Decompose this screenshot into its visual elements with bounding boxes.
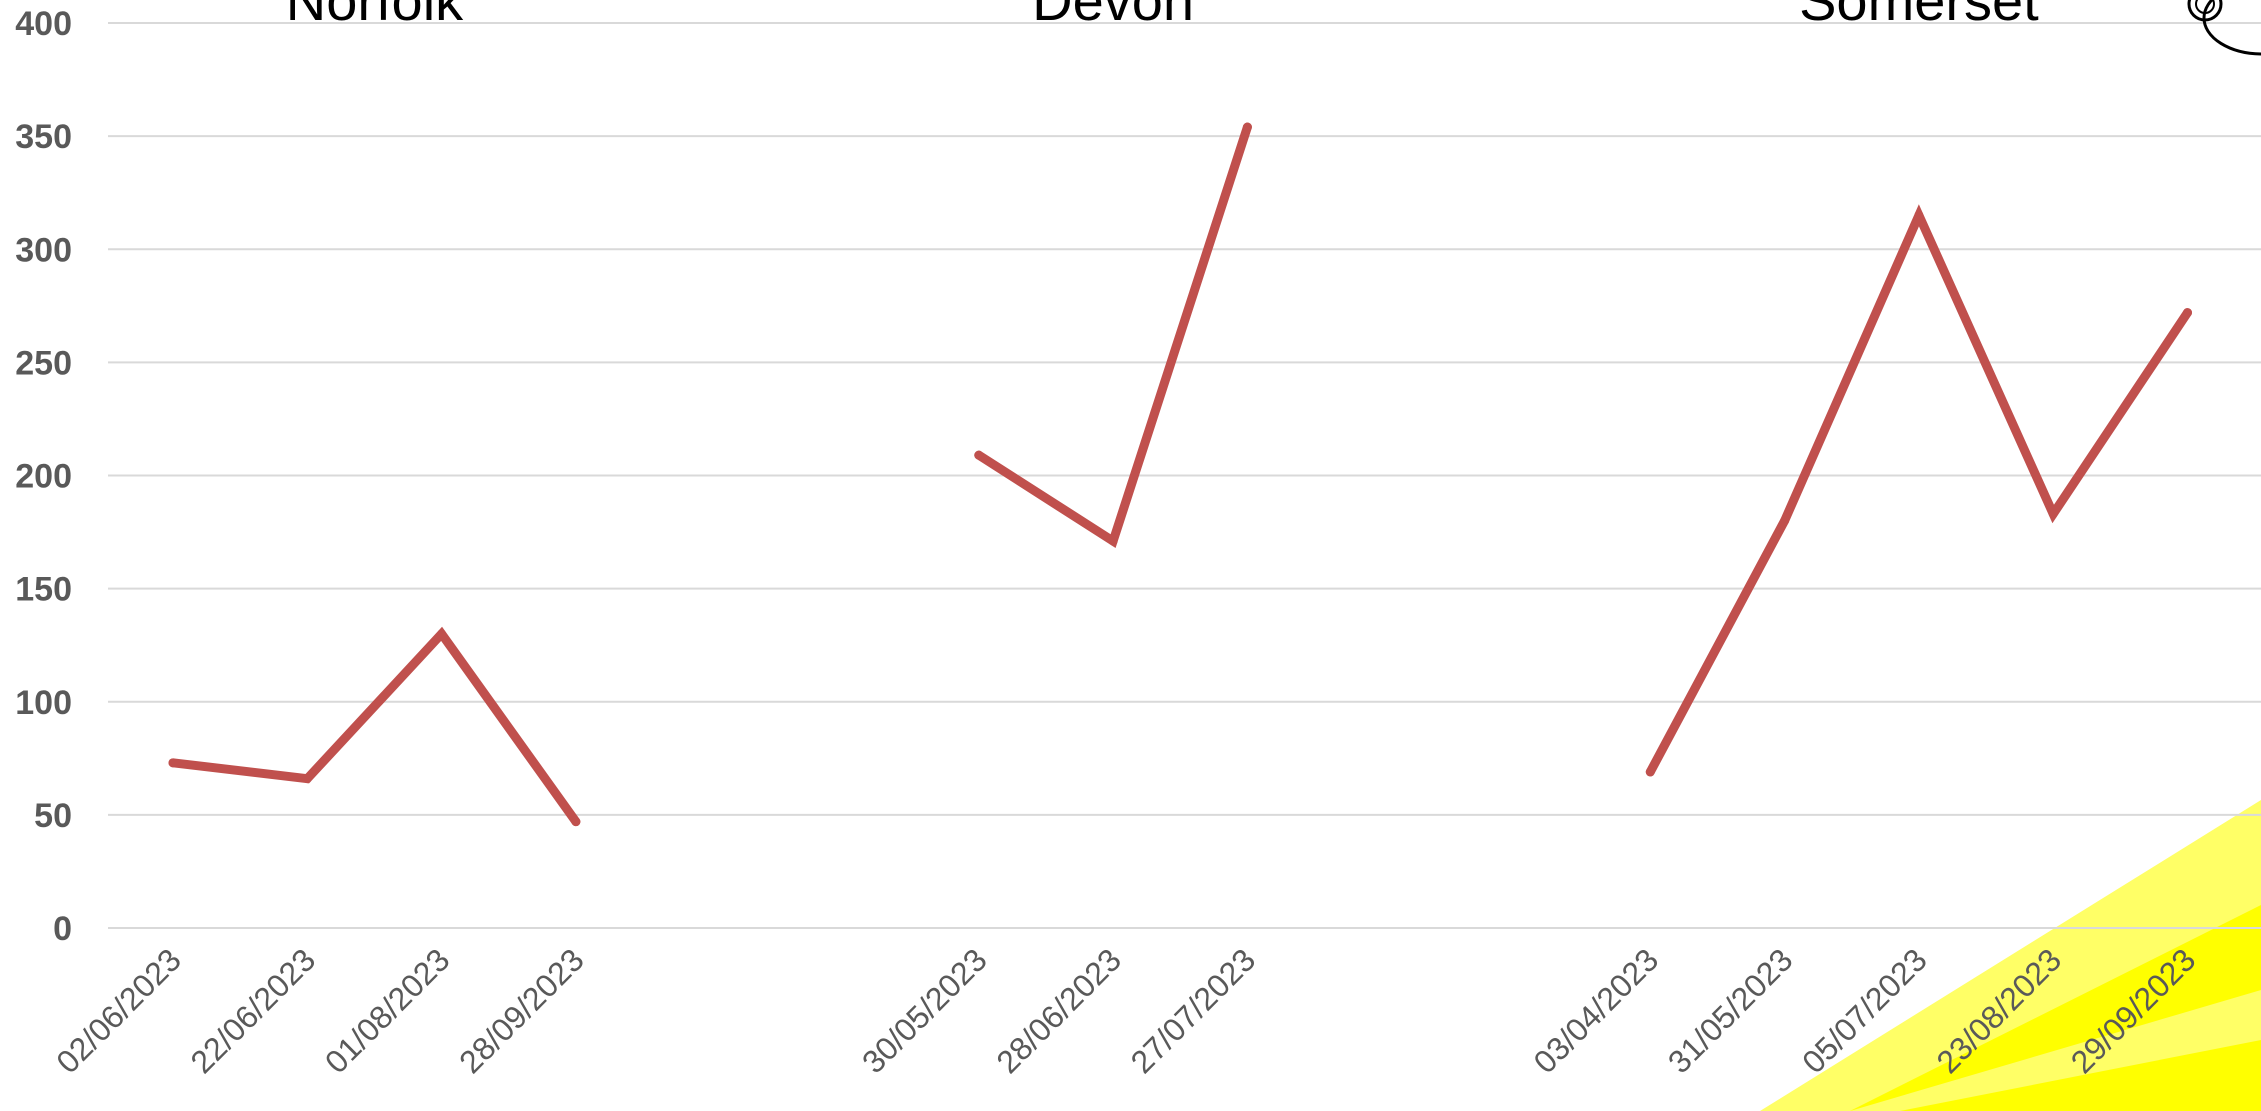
logo xyxy=(2187,0,2261,56)
x-tick-label: 28/06/2023 xyxy=(989,941,1128,1080)
data-point xyxy=(437,629,447,639)
y-tick-label: 350 xyxy=(15,118,72,156)
gridlines xyxy=(108,22,2261,929)
y-tick-label: 300 xyxy=(15,231,72,269)
series-line xyxy=(974,122,1252,549)
y-tick-label: 100 xyxy=(15,684,72,722)
panel-title: Norfolk xyxy=(286,0,464,32)
panel-title: Devon xyxy=(1032,0,1194,32)
series-line xyxy=(168,626,581,827)
data-point xyxy=(1914,210,1924,220)
chart-panels: Norfolk02/06/202322/06/202301/08/202328/… xyxy=(49,0,2202,1080)
y-tick-label: 250 xyxy=(15,344,72,382)
y-tick-label: 150 xyxy=(15,571,72,609)
data-point xyxy=(1108,536,1118,546)
panel-title: Somerset xyxy=(1799,0,2039,32)
decorative-sunburst xyxy=(1760,800,2261,1111)
panel-norfolk: Norfolk 02/06/202322/06/202301/08/202328/… xyxy=(49,0,591,1080)
y-axis: 0 50 100 150 200 250 300 350 400 xyxy=(15,5,72,948)
x-tick-label: 22/06/2023 xyxy=(184,941,323,1080)
data-point xyxy=(1780,516,1790,526)
data-point xyxy=(2183,308,2192,318)
data-point xyxy=(1645,767,1655,777)
x-tick-label: 02/06/2023 xyxy=(49,941,188,1080)
x-tick-label: 28/09/2023 xyxy=(452,941,591,1080)
x-tick-label: 01/08/2023 xyxy=(318,941,457,1080)
series-line xyxy=(1645,204,2192,777)
x-tick-label: 31/05/2023 xyxy=(1661,941,1800,1080)
data-point xyxy=(1242,122,1252,132)
y-tick-label: 50 xyxy=(34,797,72,835)
data-point xyxy=(2048,509,2058,519)
x-tick-label: 30/05/2023 xyxy=(855,941,994,1080)
y-tick-label: 0 xyxy=(53,910,72,948)
data-point xyxy=(571,817,581,827)
data-point xyxy=(974,450,984,460)
data-point xyxy=(302,774,312,784)
x-tick-label: 27/07/2023 xyxy=(1124,941,1263,1080)
x-tick-label: 03/04/2023 xyxy=(1527,941,1666,1080)
data-point xyxy=(168,758,178,768)
y-tick-label: 400 xyxy=(15,5,72,43)
y-tick-label: 200 xyxy=(15,458,72,496)
